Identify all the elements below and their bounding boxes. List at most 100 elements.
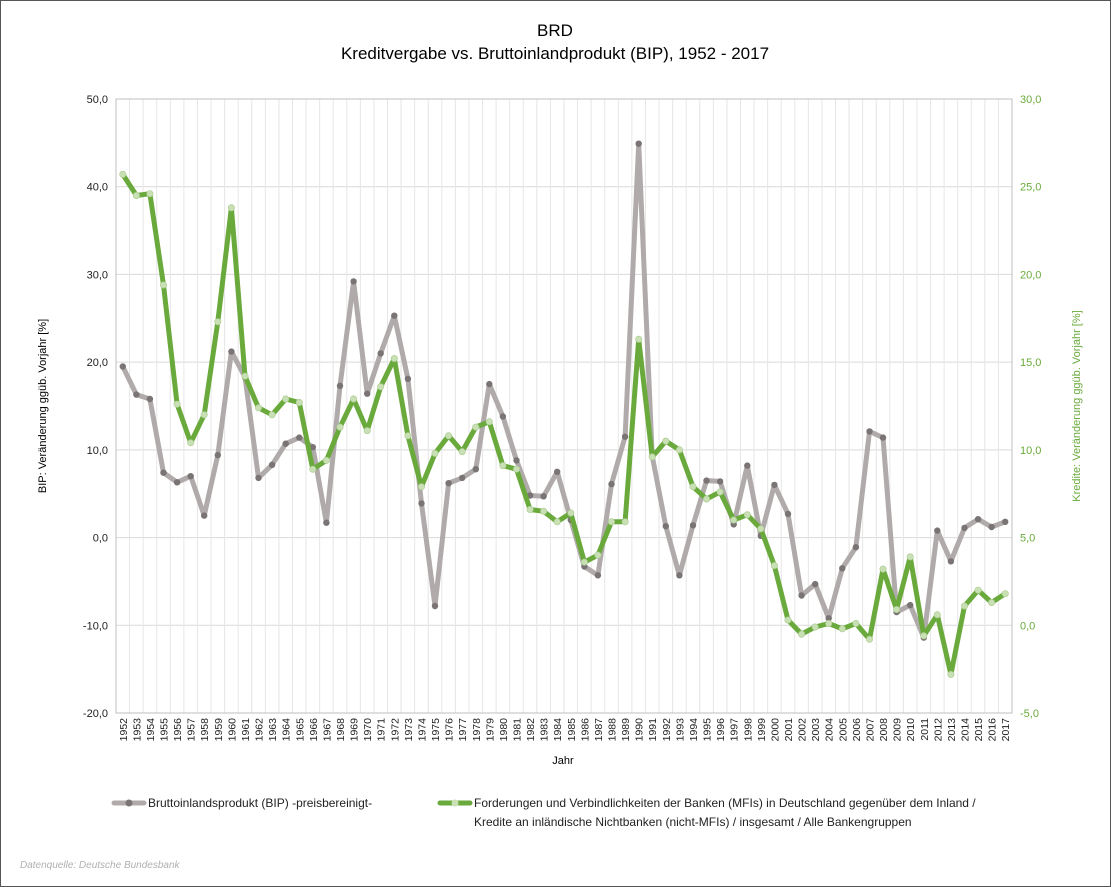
legend-label-gdp: Bruttoinlandsprodukt (BIP) -preisbereini… [148,796,372,810]
data-point-credit [743,511,751,519]
x-tick-label: 1994 [688,718,700,742]
y-left-tick-label: 30,0 [87,269,108,281]
data-point-gdp [716,478,724,485]
x-tick-label: 2013 [946,718,958,742]
data-point-gdp [323,519,330,526]
chart-subtitle: Kreditvergabe vs. Bruttoinlandprodukt (B… [341,44,769,63]
x-tick-label: 1970 [362,718,374,742]
data-point-credit [920,632,928,640]
y-axis-left-label: BIP: Veränderung ggüb. Vorjahr [%] [37,319,49,493]
x-tick-label: 1979 [484,718,496,742]
y-right-tick-label: 5,0 [1020,533,1035,545]
data-point-gdp [866,428,873,435]
data-point-gdp [635,140,642,147]
data-point-gdp [974,516,982,523]
data-point-gdp [594,572,602,579]
x-tick-label: 1972 [389,718,401,742]
x-tick-label: 1967 [321,718,333,742]
data-point-credit [947,670,955,678]
data-point-gdp [160,469,167,476]
data-point-gdp [703,477,710,484]
x-tick-label: 1956 [172,718,184,742]
data-point-credit [200,411,208,419]
x-tick-label: 1957 [186,718,198,742]
y-right-tick-label: 25,0 [1020,182,1041,194]
x-tick-label: 1962 [254,718,266,742]
data-point-credit [825,619,833,627]
data-point-gdp [934,527,941,534]
x-tick-label: 2016 [987,718,999,742]
data-point-gdp [1002,518,1009,525]
data-point-credit [146,190,154,198]
data-point-gdp [554,468,561,475]
data-point-gdp [486,380,493,388]
x-tick-label: 1982 [525,718,537,742]
data-point-credit [865,635,873,643]
x-tick-label: 1953 [131,718,143,742]
x-tick-label: 2005 [837,718,849,742]
data-point-credit [594,551,602,559]
data-point-gdp [187,473,194,480]
data-point-credit [893,605,901,613]
x-tick-label: 1975 [430,718,442,742]
x-tick-label: 2006 [851,718,863,742]
data-point-credit [187,439,195,447]
x-axis-ticks: 1952 1953 1954 1955 1956 1957 1958 1959 1960 1961… [118,718,1012,742]
legend-label-credit-line2: Kredite an inländische Nichtbanken (nich… [474,815,912,829]
data-point-credit [784,616,792,624]
x-tick-label: 2009 [892,718,904,742]
x-tick-label: 2007 [864,718,876,742]
x-tick-label: 1997 [729,718,741,742]
data-point-credit [770,562,778,570]
data-point-credit [730,516,738,524]
x-tick-label: 2017 [1000,718,1012,742]
data-point-gdp [771,481,778,489]
x-tick-label: 2008 [878,718,890,742]
x-tick-label: 1973 [403,718,415,742]
data-point-gdp [133,391,140,398]
data-point-credit [757,525,765,533]
data-point-credit [282,395,290,403]
data-point-credit [119,170,127,178]
data-point-credit [377,383,385,391]
x-tick-label: 2003 [810,718,822,742]
data-point-credit [173,400,181,408]
data-point-gdp [201,512,208,519]
data-point-credit [526,505,534,513]
data-point-gdp [689,522,697,529]
data-point-gdp [825,615,832,622]
x-tick-label: 2001 [783,718,795,742]
data-point-gdp [228,348,235,355]
x-tick-label: 1977 [457,718,469,742]
x-tick-label: 2004 [824,718,836,742]
x-tick-label: 1976 [444,718,456,742]
y-left-tick-label: 40,0 [87,182,108,194]
data-point-credit [363,427,371,435]
x-tick-label: 2010 [905,718,917,742]
data-point-gdp [119,363,127,370]
data-point-gdp [268,461,276,468]
data-point-gdp [445,480,452,487]
x-tick-label: 1965 [294,718,306,742]
legend: Bruttoinlandsprodukt (BIP) -preisbereini… [111,796,976,829]
data-point-credit [540,507,548,515]
data-point-gdp [336,382,344,389]
data-point-credit [472,423,480,431]
data-point-gdp [744,462,751,469]
x-tick-label: 1996 [715,718,727,742]
data-point-credit [960,602,968,610]
x-tick-label: 1961 [240,718,252,742]
x-tick-label: 2012 [932,718,944,742]
data-point-credit [662,437,670,445]
data-point-credit [241,372,249,380]
x-tick-label: 1960 [226,718,238,742]
x-tick-label: 1989 [620,718,632,742]
data-point-credit [635,335,643,343]
data-point-credit [350,395,358,403]
x-tick-label: 1991 [647,718,659,742]
data-point-credit [906,553,914,561]
y-left-tick-label: -10,0 [83,620,108,632]
data-point-gdp [499,413,507,420]
data-point-credit [255,404,263,412]
